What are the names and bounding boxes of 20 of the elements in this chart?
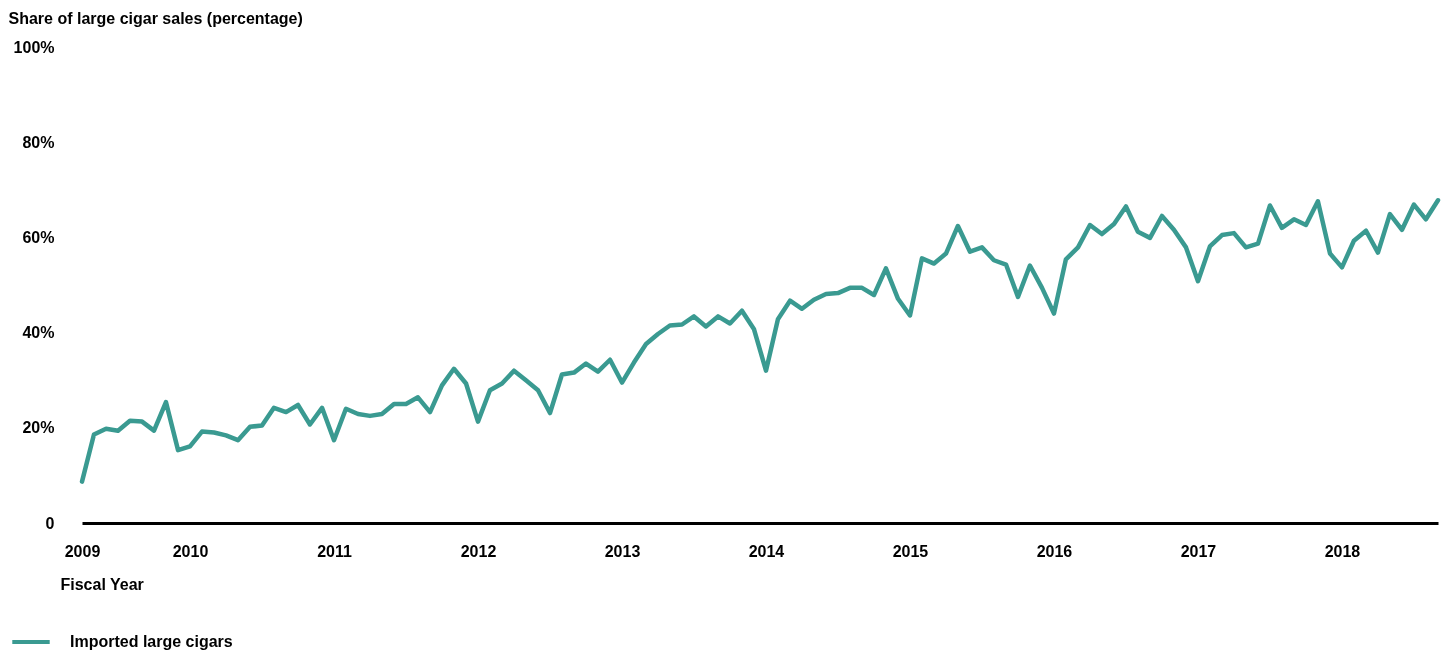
y-tick-label: 100% xyxy=(13,38,55,56)
y-axis-title: Share of large cigar sales (percentage) xyxy=(8,9,303,27)
x-tick-label: 2018 xyxy=(1324,542,1361,560)
x-tick-label: 2012 xyxy=(460,542,497,560)
line-series xyxy=(79,198,1441,484)
x-tick-label: 2014 xyxy=(748,542,785,560)
y-tick-label: 80% xyxy=(22,133,55,151)
x-tick-label: 2009 xyxy=(64,542,101,560)
legend-label: Imported large cigars xyxy=(70,633,233,650)
y-tick-label: 60% xyxy=(22,228,55,246)
y-tick-label: 0 xyxy=(45,514,55,532)
x-tick-label: 2010 xyxy=(172,542,209,560)
x-tick-label: 2017 xyxy=(1180,542,1217,560)
y-tick-label: 20% xyxy=(22,419,55,437)
x-tick-label: 2016 xyxy=(1036,542,1073,560)
x-tick-label: 2011 xyxy=(317,542,352,560)
x-tick-label: 2013 xyxy=(604,542,641,560)
y-tick-label: 40% xyxy=(22,324,55,342)
x-axis-title: Fiscal Year xyxy=(60,575,144,593)
x-tick-label: 2015 xyxy=(892,542,929,560)
